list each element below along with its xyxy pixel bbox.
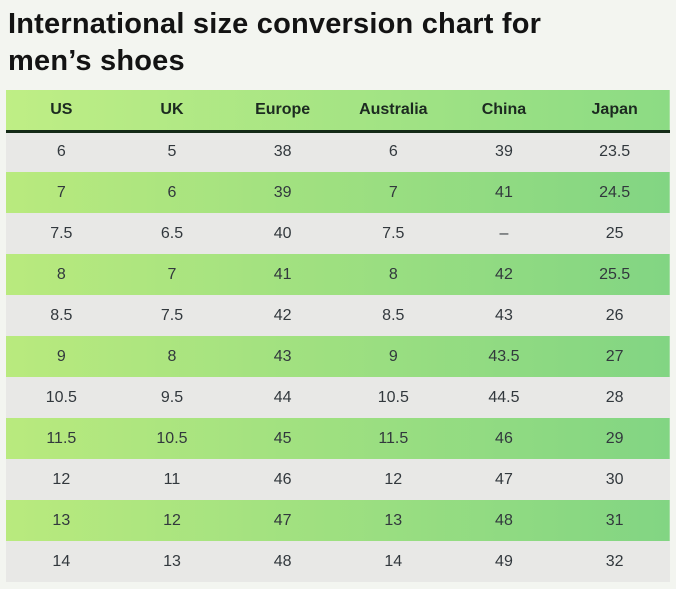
table-cell-japan: 25 [605, 224, 624, 242]
table-cell-australia: 6 [388, 143, 398, 161]
table-cell-australia: 8 [388, 265, 398, 283]
table-cell-europe: 48 [273, 552, 292, 570]
table-cell-japan: 27 [605, 347, 624, 365]
table-cell-japan: 32 [605, 552, 624, 570]
table-cell-australia: 11.5 [378, 429, 409, 447]
table-cell-china: 43 [495, 306, 513, 324]
column-header-us: US [6, 90, 117, 133]
table-cell-japan: 31 [605, 511, 624, 529]
table-cell-australia: 14 [384, 552, 403, 570]
table-cell-us: 10.5 [45, 388, 77, 406]
table-cell-china: 47 [495, 470, 513, 488]
table-row: 10.5 9.5 44 10.5 44.5 28 [6, 377, 670, 418]
table-cell-china: – [499, 224, 509, 242]
table-cell-europe: 39 [273, 183, 292, 201]
table-cell-japan: 25.5 [599, 265, 631, 283]
table-cell-us: 8 [56, 265, 66, 283]
table-header-row: US UK Europe Australia China Japan [6, 90, 670, 133]
table-cell-europe: 44 [273, 388, 292, 406]
table-cell-us: 7.5 [50, 224, 73, 242]
table-cell-europe: 45 [273, 429, 292, 447]
table-cell-uk: 12 [163, 511, 181, 529]
table-row: 8.5 7.5 42 8.5 43 26 [6, 295, 670, 336]
table-row: 6 5 38 6 39 23.5 [6, 131, 670, 172]
table-cell-us: 14 [52, 552, 71, 570]
table-cell-us: 6 [56, 143, 66, 161]
table-cell-japan: 26 [605, 306, 624, 324]
table-cell-europe: 46 [273, 470, 292, 488]
table-cell-uk: 6.5 [160, 224, 184, 242]
table-row: 14 13 48 14 49 32 [6, 541, 670, 582]
table-cell-australia: 10.5 [377, 388, 409, 406]
table-cell-europe: 47 [273, 511, 292, 529]
table-row: 7 6 39 7 41 24.5 [6, 172, 670, 213]
table-cell-china: 49 [495, 552, 513, 570]
table-cell-china: 44.5 [488, 388, 520, 406]
table-cell-australia: 8.5 [382, 306, 405, 324]
table-cell-australia: 7.5 [382, 224, 405, 242]
table-cell-uk: 8 [167, 347, 177, 365]
table-cell-australia: 12 [384, 470, 403, 488]
table-cell-europe: 43 [273, 347, 292, 365]
table-cell-china: 42 [495, 265, 513, 283]
table-cell-china: 43.5 [488, 347, 520, 365]
table-cell-us: 8.5 [50, 306, 73, 324]
table-cell-europe: 42 [273, 306, 292, 324]
table-cell-china: 41 [495, 183, 513, 201]
table-cell-uk: 7.5 [160, 306, 184, 324]
table-row: 9 8 43 9 43.5 27 [6, 336, 670, 377]
page-title: International size conversion chart for … [8, 8, 542, 77]
table-row: 12 11 46 12 47 30 [6, 459, 670, 500]
column-header-europe: Europe [227, 90, 338, 133]
table-cell-uk: 13 [163, 552, 181, 570]
table-cell-china: 46 [495, 429, 513, 447]
table-cell-australia: 9 [388, 347, 398, 365]
table-row: 8 7 41 8 42 25.5 [6, 254, 670, 295]
table-cell-us: 9 [56, 347, 66, 365]
table-cell-europe: 41 [273, 265, 292, 283]
table-cell-uk: 9.5 [160, 388, 184, 406]
table-cell-us: 13 [52, 511, 71, 529]
table-row: 11.5 10.5 45 11.5 46 29 [6, 418, 670, 459]
table-row: 7.5 6.5 40 7.5 – 25 [6, 213, 670, 254]
table-cell-japan: 24.5 [599, 183, 631, 201]
table-cell-us: 12 [52, 470, 71, 488]
table-cell-china: 39 [495, 143, 513, 161]
table-container: US UK Europe Australia China Japan 6 5 38 6 39 23.… [6, 90, 670, 582]
column-header-japan: Japan [559, 90, 670, 133]
table-body: 6 5 38 6 39 23.5 7 6 39 7 41 24.5 7.5 6.5 40 7.5 – 25 8 7 41… [6, 131, 670, 582]
table-cell-europe: 40 [273, 224, 292, 242]
table-header: US UK Europe Australia China Japan [6, 90, 670, 133]
table-cell-japan: 23.5 [599, 143, 631, 161]
table-cell-japan: 28 [605, 388, 624, 406]
column-header-china: China [448, 90, 560, 133]
table-cell-uk: 7 [167, 265, 177, 283]
table-cell-japan: 30 [605, 470, 624, 488]
size-conversion-table: US UK Europe Australia China Japan 6 5 38 6 39 23.… [6, 90, 670, 582]
table-cell-europe: 38 [273, 143, 292, 161]
table-cell-uk: 6 [167, 183, 177, 201]
table-cell-australia: 7 [388, 183, 398, 201]
table-cell-china: 48 [495, 511, 513, 529]
table-cell-us: 7 [56, 183, 66, 201]
table-cell-uk: 10.5 [156, 429, 188, 447]
column-header-uk: UK [116, 90, 228, 133]
table-cell-uk: 11 [163, 470, 181, 488]
table-cell-australia: 13 [384, 511, 403, 529]
column-header-australia: Australia [337, 90, 449, 133]
table-cell-uk: 5 [167, 143, 177, 161]
table-row: 13 12 47 13 48 31 [6, 500, 670, 541]
table-cell-us: 11.5 [46, 429, 77, 447]
table-cell-japan: 29 [605, 429, 624, 447]
